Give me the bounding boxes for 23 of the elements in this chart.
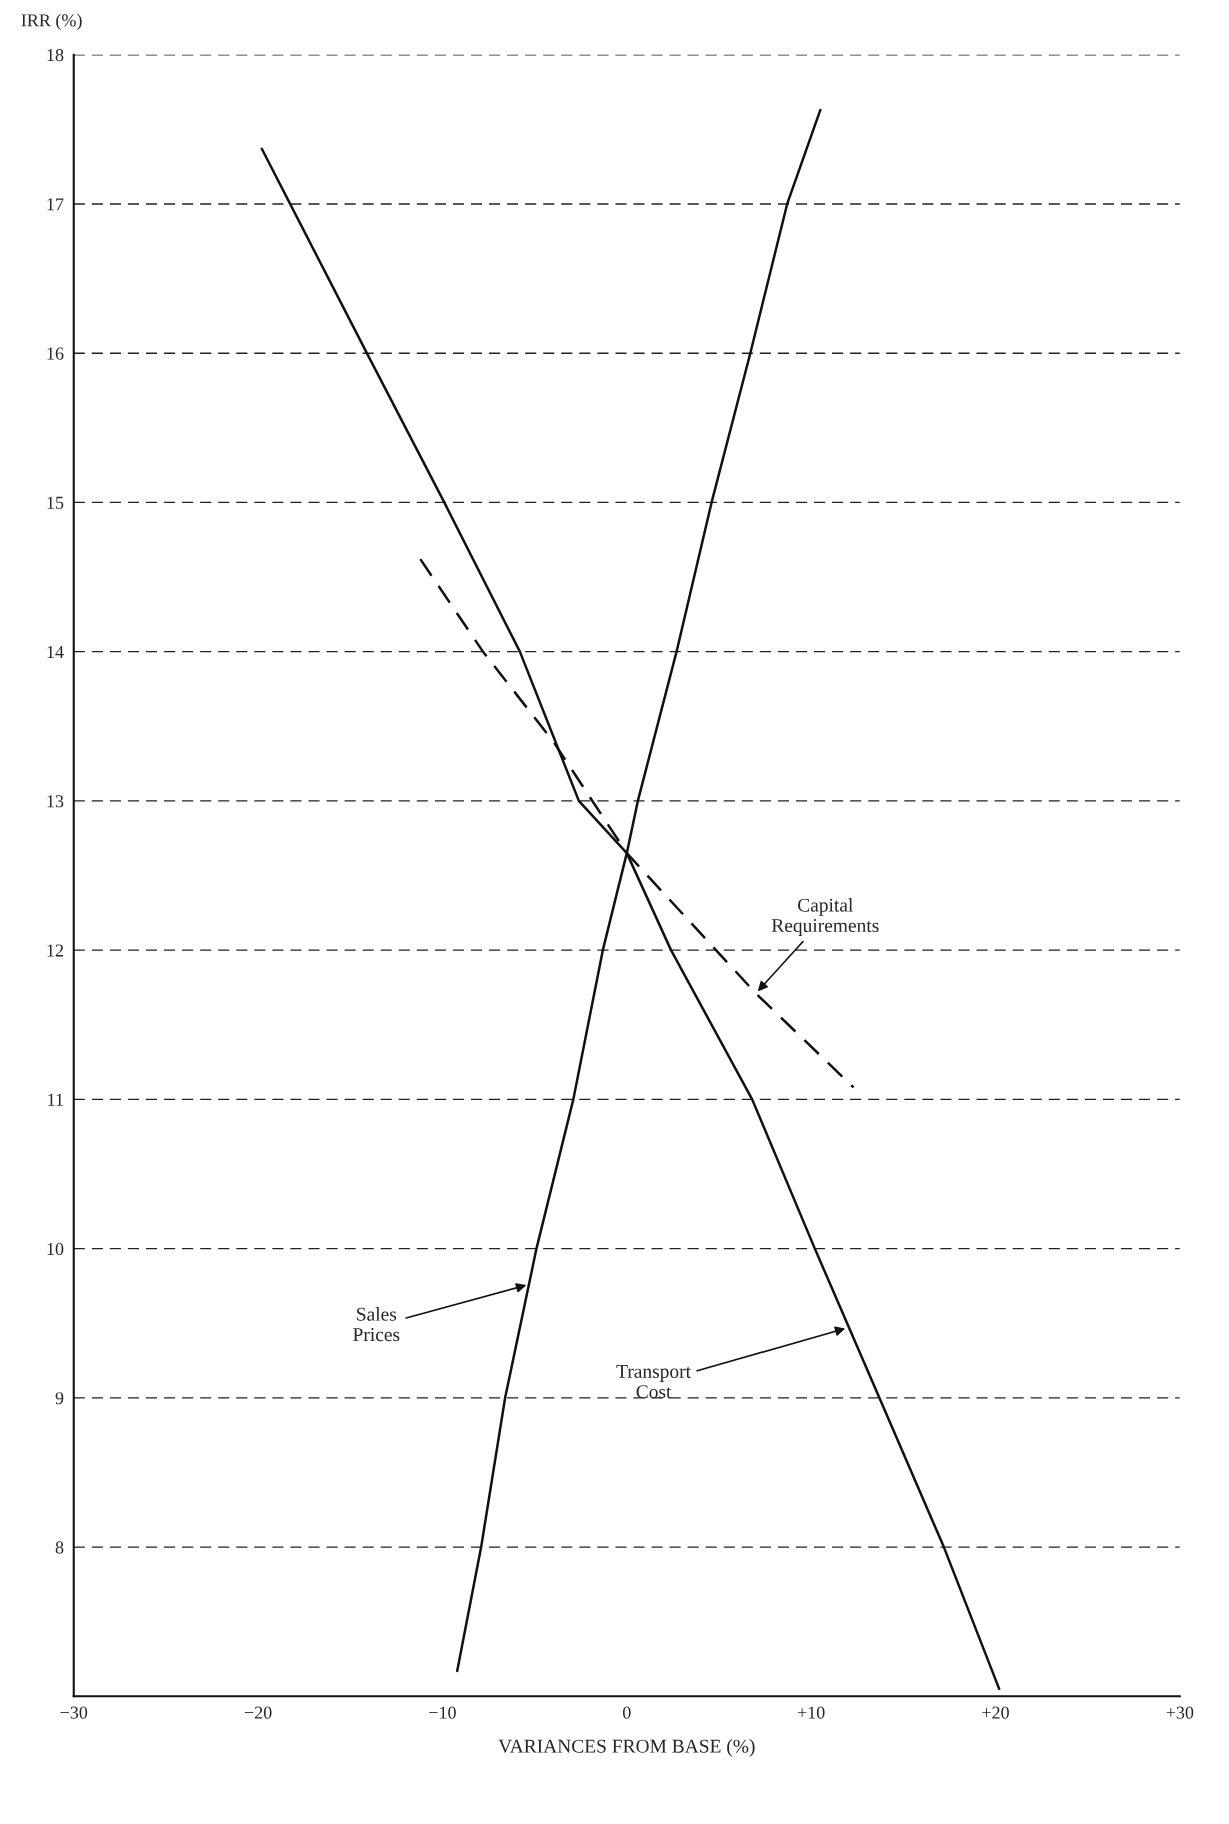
y-tick-label: 17 [47,198,64,211]
y-tick-label: 13 [47,795,64,808]
x-tick-label: −10 [429,1706,456,1719]
annotation: Capital Requirements [771,898,879,937]
x-axis-title: VARIANCES FROM BASE (%) [498,1739,755,1757]
x-tick-label: +20 [982,1706,1009,1719]
y-tick-label: 18 [47,48,64,62]
y-tick-label: 9 [55,1392,64,1405]
y-tick-label: 15 [47,496,64,509]
y-tick-label: 11 [48,1093,63,1106]
annotation: Transport Cost [616,1365,691,1399]
annotation: Sales Prices [353,1307,400,1342]
y-axis-title: IRR (%) [21,13,82,31]
y-tick-label: 16 [47,347,64,360]
x-tick-label: +30 [1166,1706,1194,1719]
x-tick-label: −20 [244,1706,272,1719]
y-tick-label: 8 [55,1541,64,1554]
x-tick-label: 0 [622,1706,631,1719]
x-tick-label: +10 [797,1706,825,1719]
y-tick-label: 12 [47,944,64,957]
y-tick-label: 14 [47,646,64,658]
x-tick-label: −30 [60,1706,88,1719]
y-tick-label: 10 [47,1242,64,1256]
